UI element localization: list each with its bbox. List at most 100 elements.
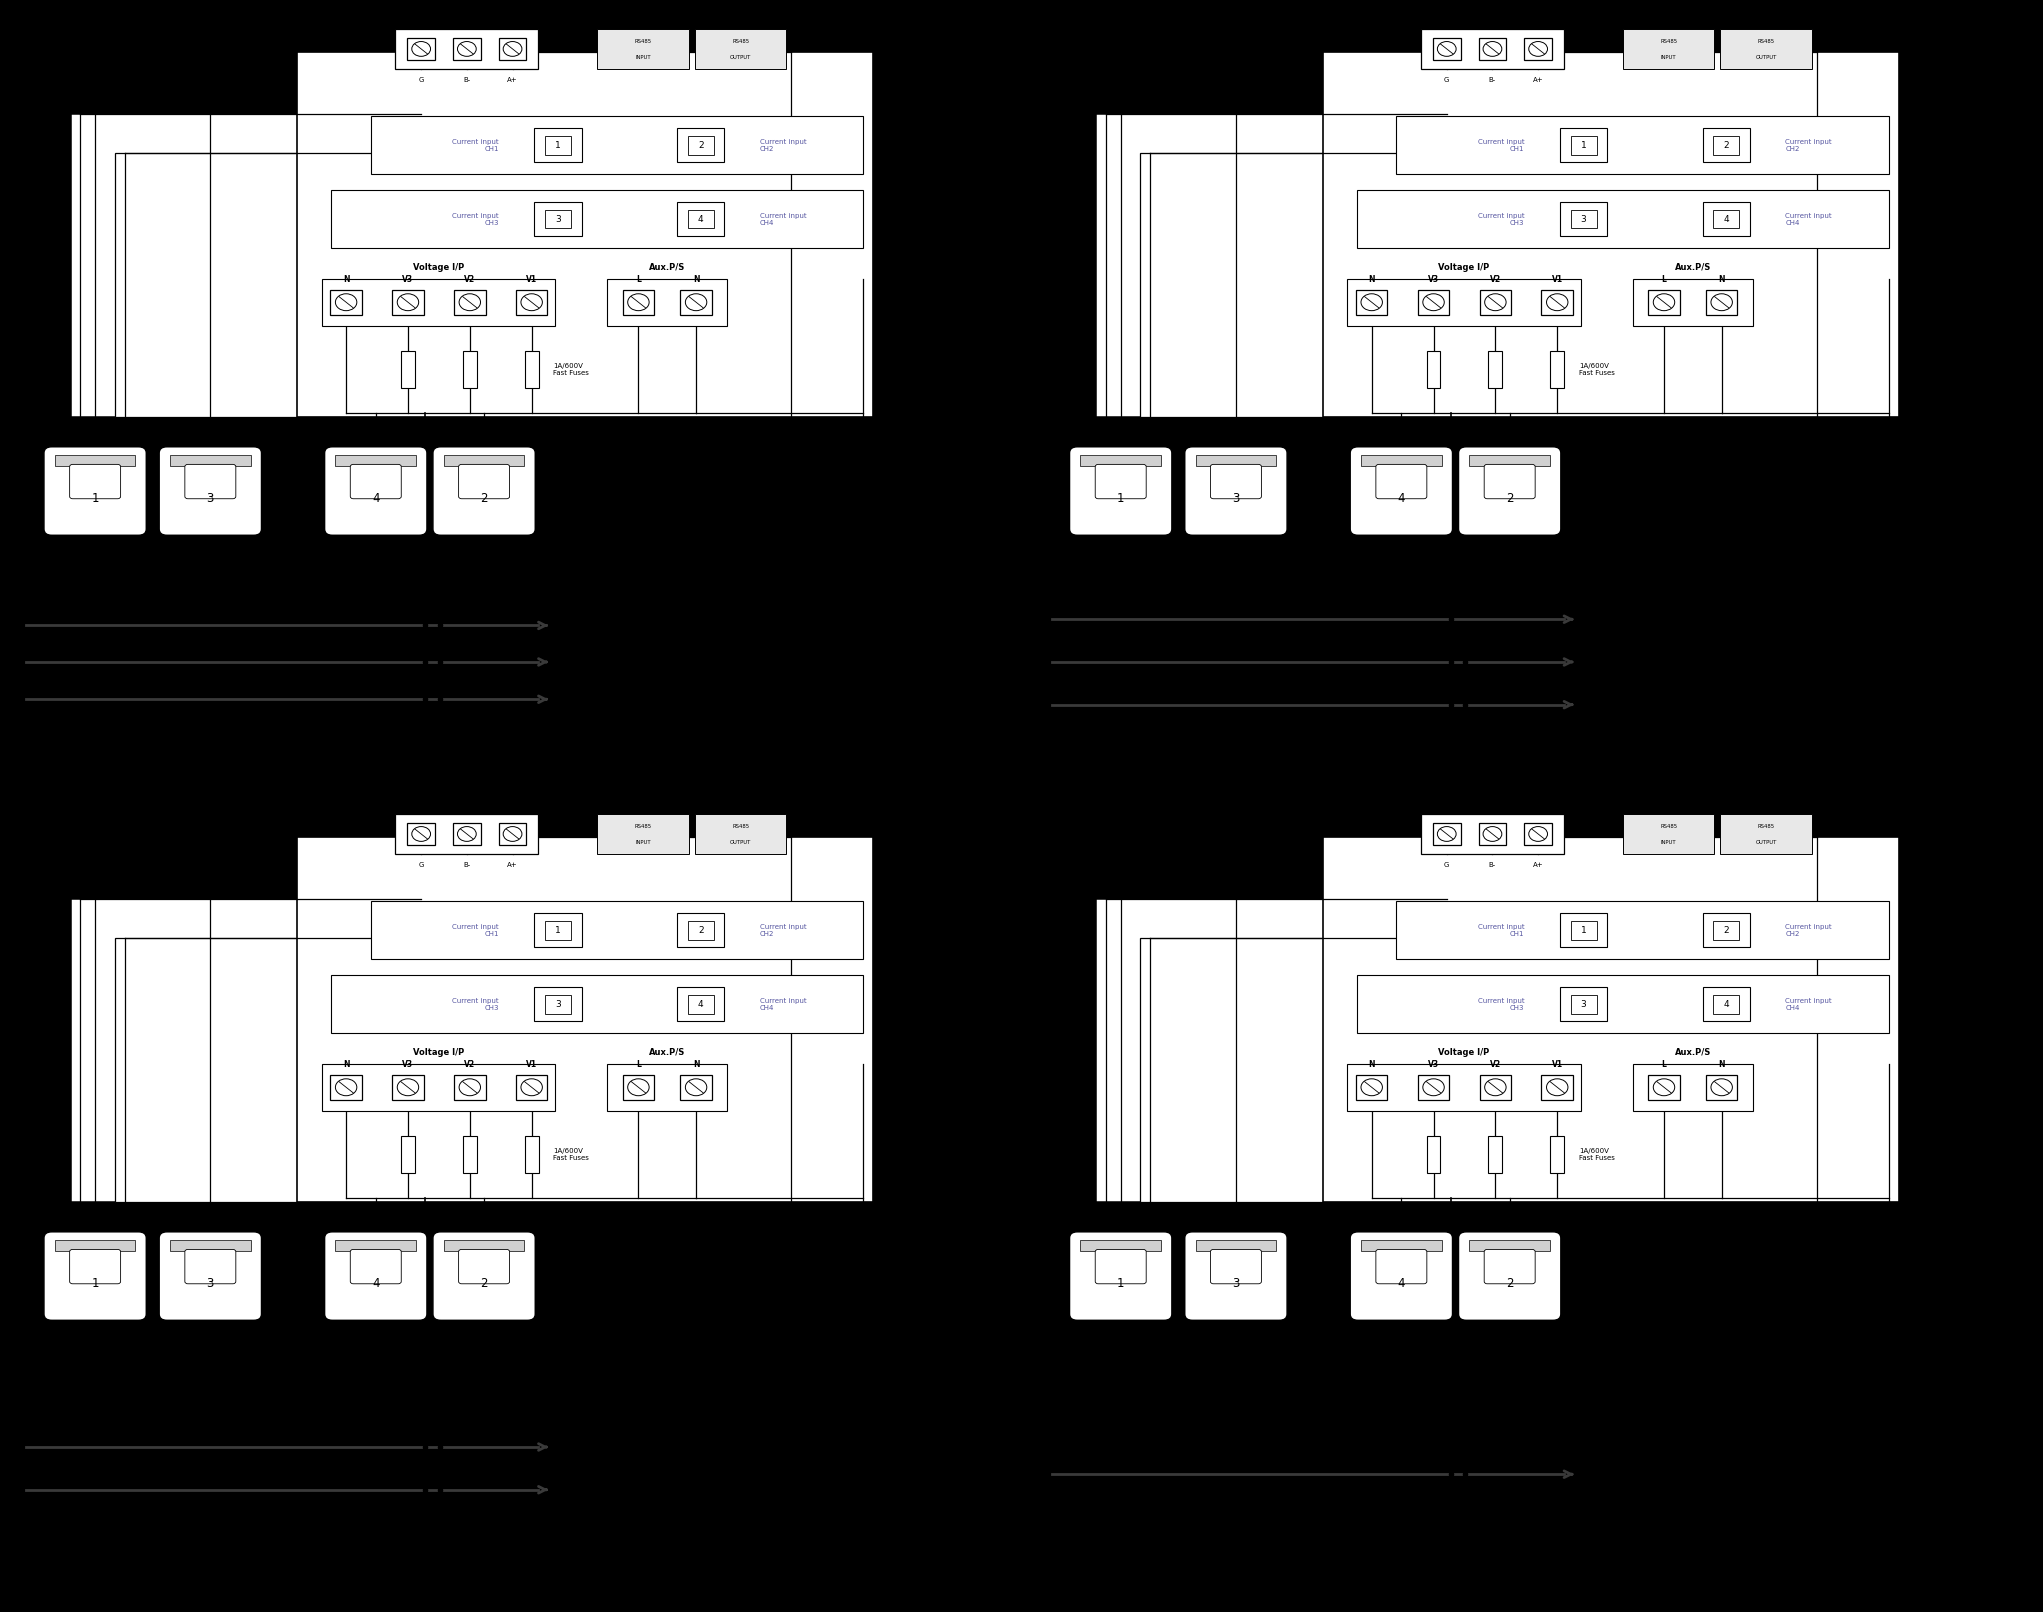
Circle shape xyxy=(1485,293,1506,311)
Text: Current input
CH3: Current input CH3 xyxy=(1477,213,1524,226)
Text: N: N xyxy=(343,1061,349,1069)
Circle shape xyxy=(1422,293,1444,311)
Bar xyxy=(1489,1136,1502,1174)
FancyBboxPatch shape xyxy=(1375,1249,1426,1283)
Bar xyxy=(597,29,688,69)
Bar xyxy=(331,290,362,314)
FancyBboxPatch shape xyxy=(1350,447,1453,535)
Bar xyxy=(1479,1075,1512,1099)
Bar xyxy=(1720,814,1812,854)
Bar xyxy=(114,153,872,418)
Text: Aux.P/S: Aux.P/S xyxy=(650,263,684,272)
Text: Current input
CH1: Current input CH1 xyxy=(452,924,498,937)
Text: RS485: RS485 xyxy=(731,39,750,44)
Bar xyxy=(1714,210,1739,229)
Bar xyxy=(545,210,570,229)
Text: 3: 3 xyxy=(1232,492,1240,505)
Text: 2: 2 xyxy=(699,140,703,150)
Bar xyxy=(1561,987,1608,1022)
Text: 3: 3 xyxy=(556,214,562,224)
Text: INPUT: INPUT xyxy=(635,55,652,60)
Bar xyxy=(525,1136,539,1174)
Bar xyxy=(392,1075,423,1099)
Bar xyxy=(1571,920,1596,940)
Text: N: N xyxy=(343,276,349,284)
Bar xyxy=(1702,129,1751,163)
Text: N: N xyxy=(1369,276,1375,284)
FancyBboxPatch shape xyxy=(349,1249,400,1283)
Text: 1: 1 xyxy=(1581,140,1587,150)
Circle shape xyxy=(1710,1078,1732,1096)
Bar xyxy=(1357,975,1890,1033)
FancyBboxPatch shape xyxy=(1459,1232,1561,1320)
Circle shape xyxy=(1485,1078,1506,1096)
Text: G: G xyxy=(1444,77,1448,82)
Circle shape xyxy=(627,1078,650,1096)
Bar xyxy=(676,202,725,237)
Text: A+: A+ xyxy=(507,77,517,82)
FancyBboxPatch shape xyxy=(458,464,509,498)
Bar xyxy=(676,987,725,1022)
Text: B-: B- xyxy=(464,862,470,867)
Circle shape xyxy=(521,1078,541,1096)
FancyBboxPatch shape xyxy=(1185,1232,1287,1320)
Bar xyxy=(1422,814,1563,854)
Bar xyxy=(1357,190,1890,248)
Circle shape xyxy=(503,827,521,841)
Text: V1: V1 xyxy=(527,1061,537,1069)
Text: B-: B- xyxy=(1489,77,1495,82)
Circle shape xyxy=(1547,1078,1567,1096)
Circle shape xyxy=(458,827,476,841)
Text: V3: V3 xyxy=(1428,276,1438,284)
FancyBboxPatch shape xyxy=(1185,447,1287,535)
Bar xyxy=(296,52,872,418)
Bar xyxy=(1649,290,1679,314)
Bar xyxy=(1561,914,1608,948)
Bar xyxy=(1561,129,1608,163)
Circle shape xyxy=(1438,42,1457,56)
Text: 4: 4 xyxy=(1724,999,1728,1009)
Bar xyxy=(1479,290,1512,314)
Bar xyxy=(498,39,527,60)
Text: 4: 4 xyxy=(699,999,703,1009)
Text: RS485: RS485 xyxy=(1757,39,1775,44)
Bar xyxy=(1432,824,1461,845)
Bar xyxy=(1649,1075,1679,1099)
Circle shape xyxy=(1483,827,1502,841)
Text: 2: 2 xyxy=(480,492,488,505)
Text: L3: L3 xyxy=(564,619,578,632)
Circle shape xyxy=(413,827,431,841)
Text: N: N xyxy=(693,1061,699,1069)
Text: 4: 4 xyxy=(699,214,703,224)
Text: 4: 4 xyxy=(372,1277,380,1290)
Text: N: N xyxy=(1589,1406,1598,1419)
Bar xyxy=(1081,455,1160,466)
FancyBboxPatch shape xyxy=(433,1232,535,1320)
Text: INPUT: INPUT xyxy=(1661,55,1677,60)
Circle shape xyxy=(1653,1078,1675,1096)
Bar xyxy=(1418,1075,1448,1099)
Text: L2: L2 xyxy=(1589,656,1604,669)
Bar xyxy=(443,1240,525,1251)
Circle shape xyxy=(1653,293,1675,311)
Bar xyxy=(1622,29,1714,69)
Text: INPUT: INPUT xyxy=(635,840,652,845)
Text: 3: 3 xyxy=(556,999,562,1009)
Text: 4: 4 xyxy=(372,492,380,505)
Text: V1: V1 xyxy=(1553,276,1563,284)
Bar xyxy=(331,975,864,1033)
Bar xyxy=(535,202,582,237)
Text: V2: V2 xyxy=(1489,1061,1502,1069)
Circle shape xyxy=(521,293,541,311)
Text: L: L xyxy=(635,276,642,284)
Bar xyxy=(1322,837,1898,1203)
Bar xyxy=(396,814,537,854)
Text: Current input
CH2: Current input CH2 xyxy=(1786,139,1833,152)
Bar xyxy=(1361,455,1442,466)
Text: Current input
CH1: Current input CH1 xyxy=(1477,924,1524,937)
Text: A+: A+ xyxy=(507,862,517,867)
Bar xyxy=(1714,995,1739,1014)
Bar xyxy=(454,824,480,845)
FancyBboxPatch shape xyxy=(1095,1249,1146,1283)
Text: 1A/600V
Fast Fuses: 1A/600V Fast Fuses xyxy=(554,1148,588,1161)
